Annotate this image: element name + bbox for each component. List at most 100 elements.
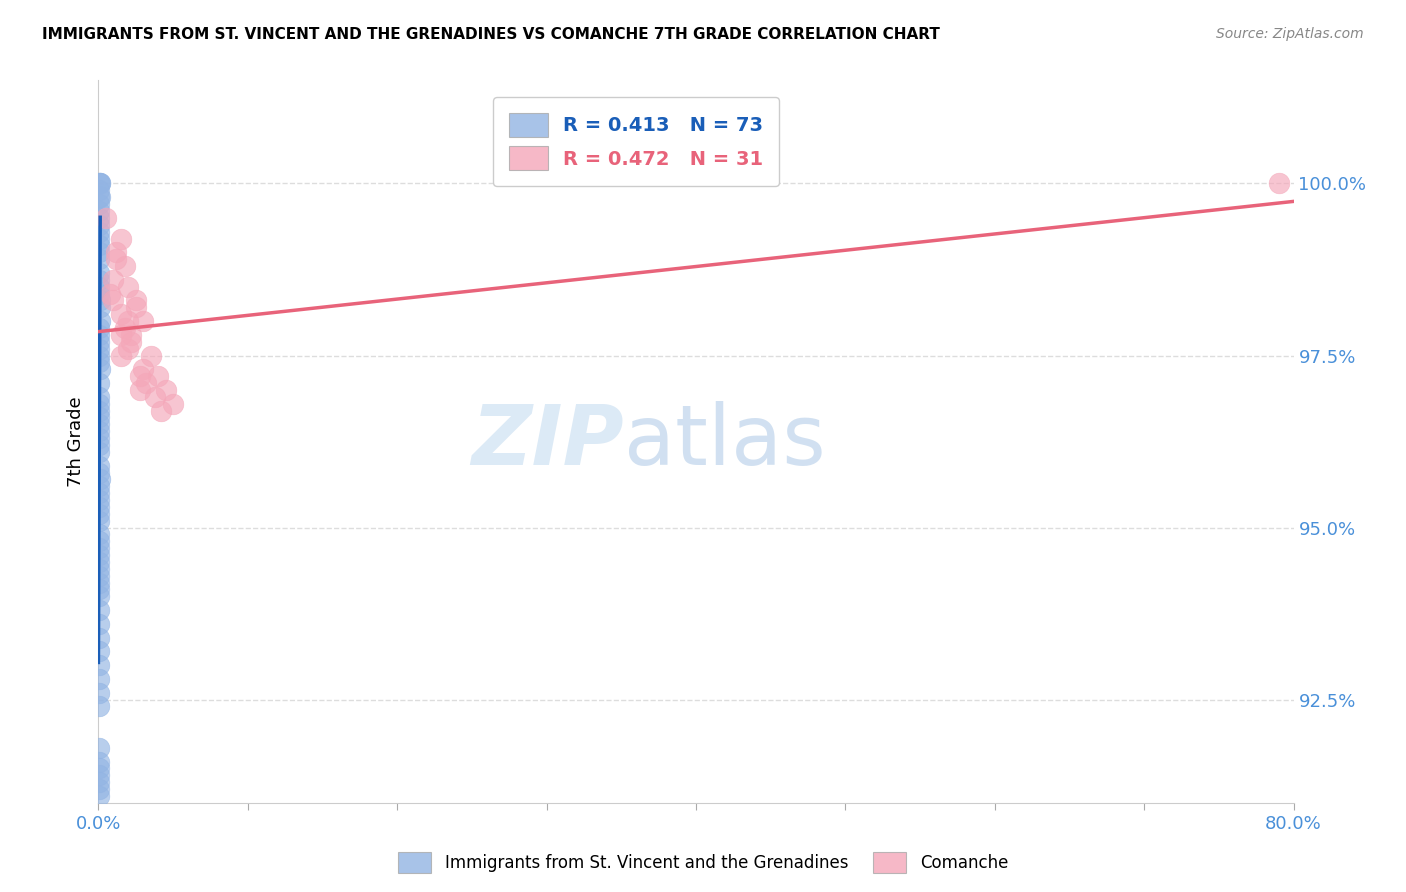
Point xyxy=(155,383,177,397)
Point xyxy=(132,314,155,328)
Point xyxy=(135,376,157,390)
Point xyxy=(89,266,111,280)
Point xyxy=(89,768,111,782)
Point xyxy=(89,190,111,204)
Point xyxy=(87,761,110,775)
Point xyxy=(139,349,162,363)
Point xyxy=(114,321,136,335)
Point xyxy=(103,273,125,287)
Point xyxy=(89,548,111,562)
Point xyxy=(89,273,111,287)
Point xyxy=(89,238,111,252)
Point xyxy=(162,397,184,411)
Point xyxy=(89,321,111,335)
Point xyxy=(89,562,111,576)
Point xyxy=(103,293,125,308)
Point xyxy=(89,177,111,191)
Point xyxy=(120,327,142,342)
Y-axis label: 7th Grade: 7th Grade xyxy=(66,396,84,487)
Point xyxy=(89,327,111,342)
Point xyxy=(89,301,111,315)
Point xyxy=(89,190,111,204)
Point xyxy=(89,514,111,528)
Point xyxy=(89,458,111,473)
Point xyxy=(89,782,111,797)
Point xyxy=(89,658,111,673)
Point xyxy=(87,740,110,755)
Point xyxy=(132,362,155,376)
Point xyxy=(117,314,139,328)
Point xyxy=(89,507,111,521)
Point xyxy=(89,362,111,376)
Point xyxy=(89,789,111,803)
Point xyxy=(98,286,122,301)
Point xyxy=(87,590,110,604)
Text: ZIP: ZIP xyxy=(471,401,624,482)
Text: atlas: atlas xyxy=(624,401,825,482)
Point xyxy=(129,383,152,397)
Point xyxy=(89,286,111,301)
Point xyxy=(87,479,110,493)
Point xyxy=(1267,177,1289,191)
Point xyxy=(105,245,128,260)
Point xyxy=(89,466,111,480)
Point xyxy=(87,225,110,239)
Point xyxy=(89,438,111,452)
Point xyxy=(110,327,132,342)
Point xyxy=(110,307,132,321)
Point xyxy=(89,245,111,260)
Point xyxy=(89,541,111,556)
Point xyxy=(89,211,111,225)
Point xyxy=(89,582,111,597)
Point xyxy=(89,486,111,500)
Point xyxy=(89,445,111,459)
Point xyxy=(89,775,111,789)
Point xyxy=(117,279,139,293)
Point xyxy=(129,369,152,384)
Text: Source: ZipAtlas.com: Source: ZipAtlas.com xyxy=(1216,27,1364,41)
Legend: R = 0.413   N = 73, R = 0.472   N = 31: R = 0.413 N = 73, R = 0.472 N = 31 xyxy=(494,97,779,186)
Point xyxy=(89,575,111,590)
Point xyxy=(89,493,111,508)
Point xyxy=(89,204,111,219)
Point xyxy=(89,349,111,363)
Point xyxy=(87,672,110,686)
Point xyxy=(87,252,110,267)
Point xyxy=(89,616,111,631)
Point xyxy=(148,369,170,384)
Point xyxy=(89,424,111,438)
Point xyxy=(117,342,139,356)
Point xyxy=(125,293,148,308)
Point xyxy=(89,293,111,308)
Point xyxy=(89,527,111,541)
Point xyxy=(89,644,111,658)
Point xyxy=(89,397,111,411)
Point xyxy=(105,252,128,267)
Point xyxy=(114,259,136,273)
Point xyxy=(89,218,111,232)
Point xyxy=(87,417,110,432)
Point xyxy=(89,631,111,645)
Point xyxy=(89,177,111,191)
Point xyxy=(89,755,111,769)
Point xyxy=(89,314,111,328)
Point xyxy=(89,342,111,356)
Point xyxy=(125,301,148,315)
Text: IMMIGRANTS FROM ST. VINCENT AND THE GRENADINES VS COMANCHE 7TH GRADE CORRELATION: IMMIGRANTS FROM ST. VINCENT AND THE GREN… xyxy=(42,27,941,42)
Point xyxy=(89,410,111,425)
Point xyxy=(89,603,111,617)
Point xyxy=(89,686,111,700)
Point xyxy=(89,177,111,191)
Point xyxy=(150,403,173,417)
Point xyxy=(110,231,132,245)
Point xyxy=(89,231,111,245)
Point xyxy=(89,472,111,486)
Point xyxy=(89,568,111,582)
Point xyxy=(87,555,110,569)
Point xyxy=(89,334,111,349)
Point xyxy=(87,376,110,390)
Point xyxy=(89,390,111,404)
Legend: Immigrants from St. Vincent and the Grenadines, Comanche: Immigrants from St. Vincent and the Gren… xyxy=(391,846,1015,880)
Point xyxy=(87,500,110,514)
Point xyxy=(87,534,110,549)
